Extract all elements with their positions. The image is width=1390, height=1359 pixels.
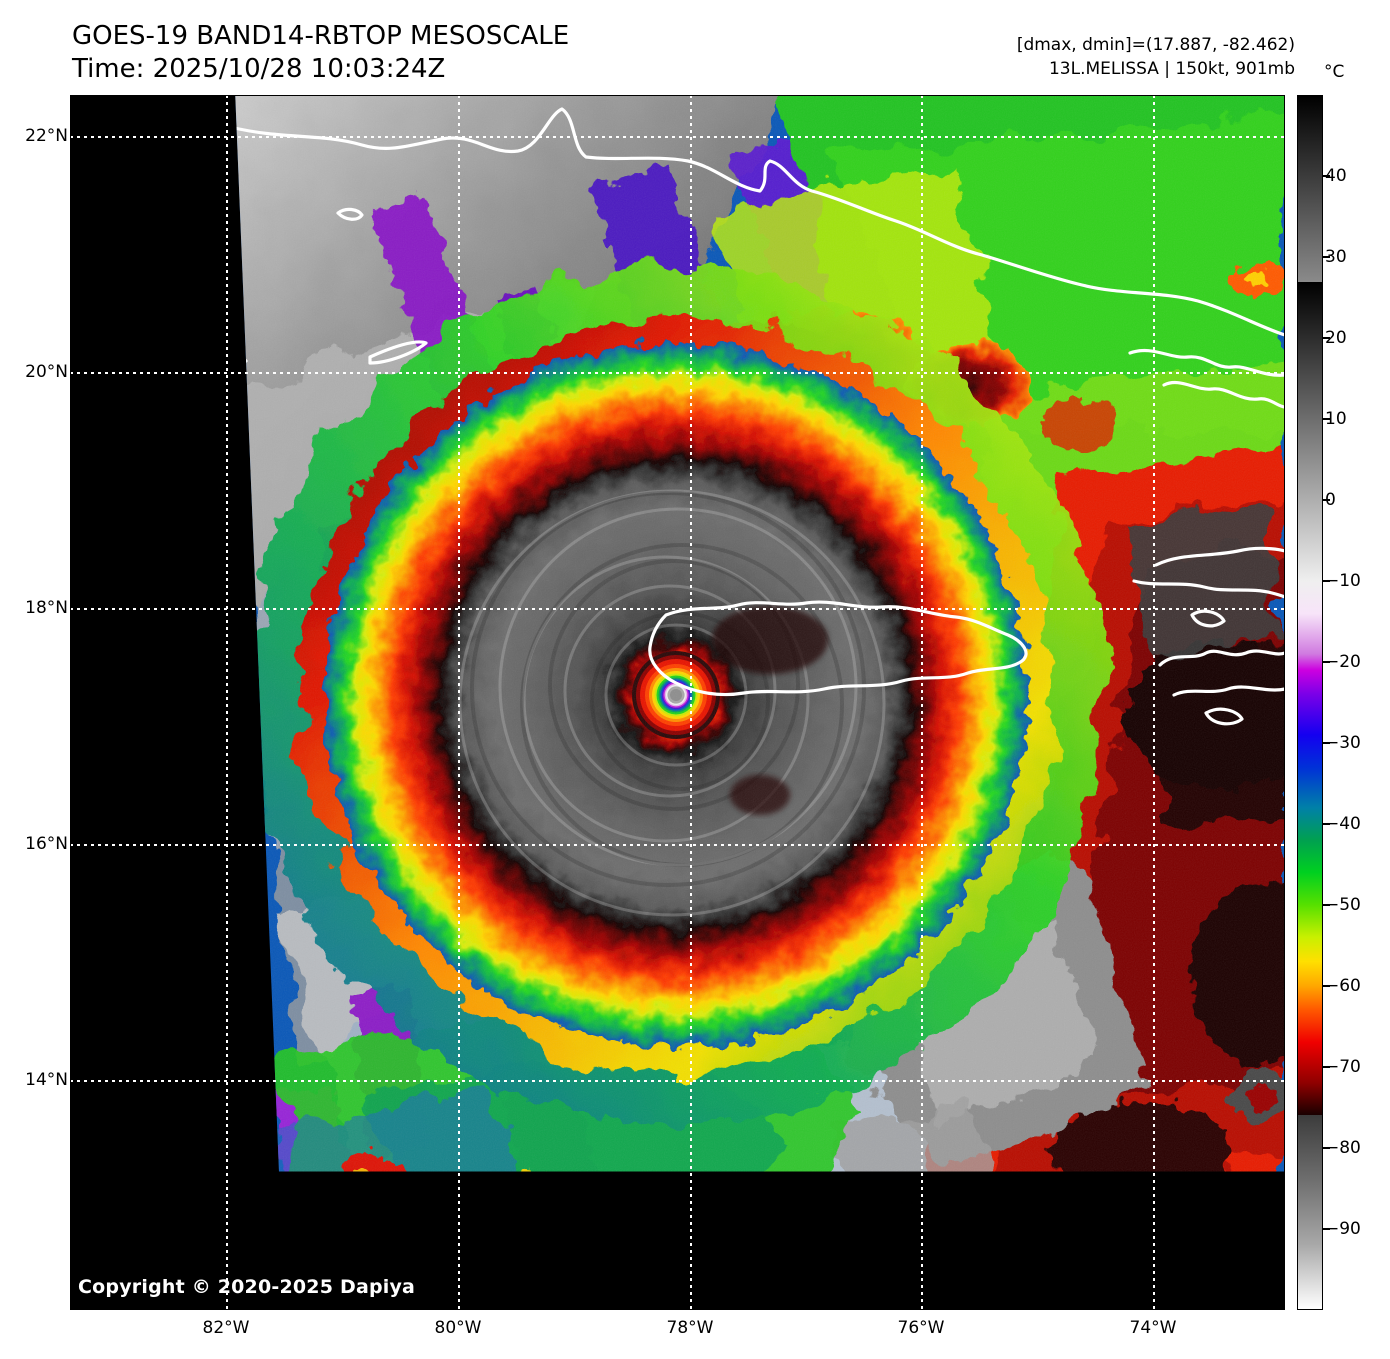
xtick-label-82w: 82°W [202,1318,250,1338]
colorbar-tick-0: 0 [1325,490,1336,510]
colorbar-tick-m60: −60 [1325,976,1361,996]
colorbar-tick-m50: −50 [1325,895,1361,915]
xtick-label-80w: 80°W [434,1318,482,1338]
gridline-lon-82 [226,95,228,1310]
gridline-lon-74 [1153,95,1155,1310]
ytick-label-22n: 22°N [25,126,68,146]
satellite-data-sector [235,95,1285,1172]
colorbar-tick-m40: −40 [1325,814,1361,834]
ytick-label-16n: 16°N [25,834,68,854]
colorbar-tick-mark [1323,1066,1330,1068]
gridline-lon-80 [458,95,460,1310]
colorbar-tick-mark [1323,823,1330,825]
colorbar-tick-m10: −10 [1325,571,1361,591]
colorbar-tick-20: 20 [1325,328,1347,348]
colorbar-tick-mark [1323,985,1330,987]
colorbar-gradient [1298,96,1322,1309]
colorbar-tick-mark [1323,175,1330,177]
colorbar-tick-m70: −70 [1325,1057,1361,1077]
colorbar-tick-mark [1323,337,1330,339]
gridline-lat-16 [70,844,1285,846]
colorbar-tick-mark [1323,1147,1330,1149]
colorbar-tick-mark [1323,904,1330,906]
product-title: GOES-19 BAND14-RBTOP MESOSCALE [72,21,570,51]
dmax-dmin-label: [dmax, dmin]=(17.887, -82.462) [1016,35,1295,55]
colorbar-tick-10: 10 [1325,409,1347,429]
gridline-lon-78 [690,95,692,1310]
brightness-temperature-raster [235,95,1285,1172]
colorbar-tick-40: 40 [1325,166,1347,186]
colorbar-tick-30: 30 [1325,247,1347,267]
gridline-lat-18 [70,608,1285,610]
colorbar[interactable] [1297,95,1323,1310]
gridline-lon-76 [921,95,923,1310]
scene-metadata: [dmax, dmin]=(17.887, -82.462) 13L.MELIS… [1017,33,1295,81]
colorbar-unit-label: °C [1324,62,1345,82]
time-label: Time: 2025/10/28 10:03:24Z [72,54,446,85]
gridline-lat-20 [70,372,1285,374]
colorbar-tick-mark [1323,742,1330,744]
gridline-lat-22 [70,136,1285,138]
storm-info-label: 13L.MELISSA | 150kt, 901mb [1048,59,1295,80]
ytick-label-18n: 18°N [25,598,68,618]
gridline-lat-14 [70,1080,1285,1082]
colorbar-tick-m30: −30 [1325,733,1361,753]
ytick-label-20n: 20°N [25,362,68,382]
map-plot-area[interactable] [70,95,1285,1310]
colorbar-tick-mark [1323,499,1330,501]
colorbar-tick-mark [1323,256,1330,258]
colorbar-tick-m80: −80 [1325,1138,1361,1158]
colorbar-tick-mark [1323,1228,1330,1230]
ytick-label-14n: 14°N [25,1070,68,1090]
copyright-label: Copyright © 2020-2025 Dapiya [78,1276,416,1298]
colorbar-tick-mark [1323,418,1330,420]
page-title: GOES-19 BAND14-RBTOP MESOSCALE Time: 202… [72,20,569,87]
xtick-label-74w: 74°W [1129,1318,1177,1338]
colorbar-tick-mark [1323,580,1330,582]
colorbar-tick-m90: −90 [1325,1219,1361,1239]
xtick-label-78w: 78°W [666,1318,714,1338]
colorbar-tick-m20: −20 [1325,652,1361,672]
colorbar-tick-mark [1323,661,1330,663]
xtick-label-76w: 76°W [897,1318,945,1338]
